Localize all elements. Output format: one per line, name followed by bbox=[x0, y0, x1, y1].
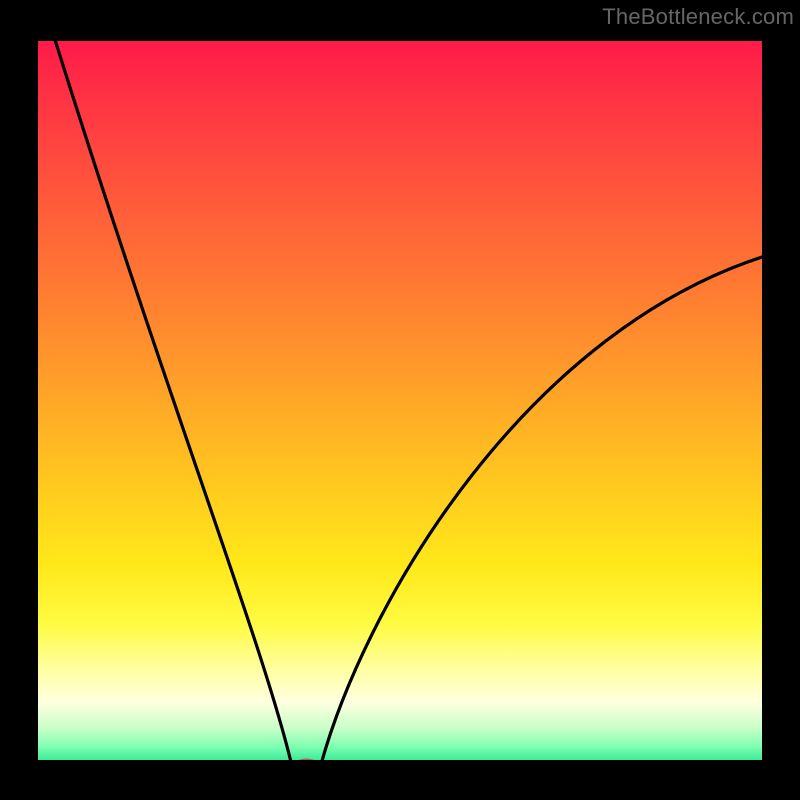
bottleneck-chart: TheBottleneck.com bbox=[0, 0, 800, 800]
watermark-text: TheBottleneck.com bbox=[602, 4, 794, 30]
chart-svg bbox=[0, 0, 800, 800]
plot-gradient-background bbox=[25, 28, 775, 773]
